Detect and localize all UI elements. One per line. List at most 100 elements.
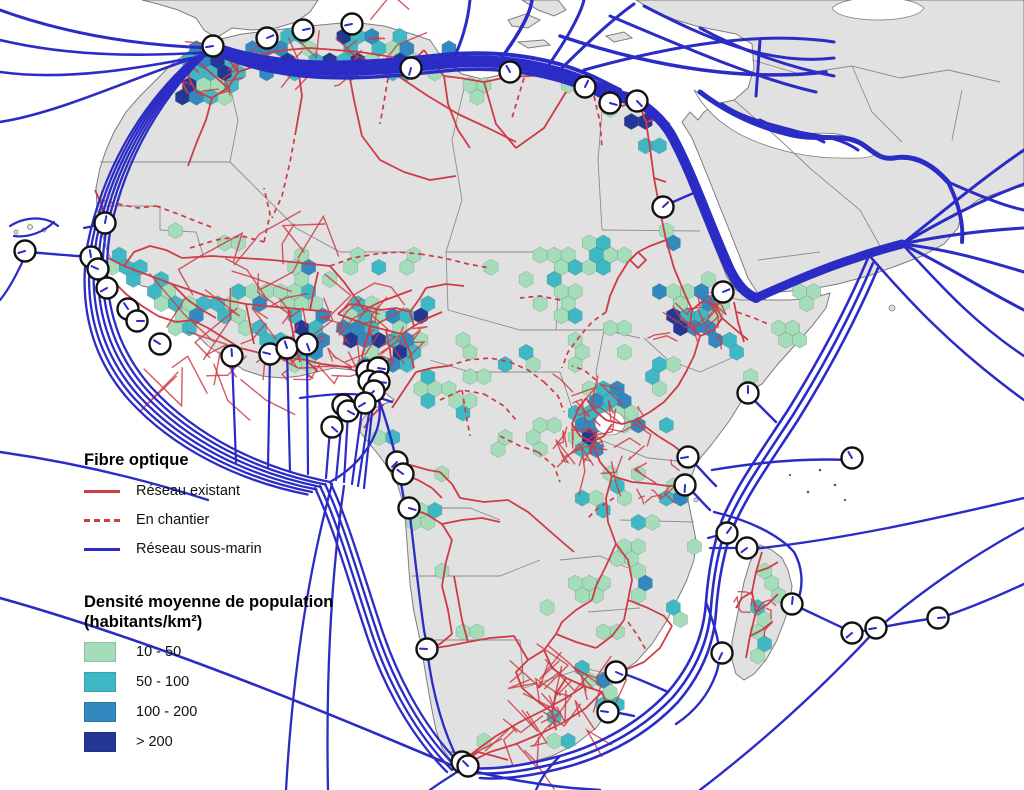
- fiber-existing-mesh: [502, 728, 516, 767]
- fiber-existing: [409, 287, 427, 313]
- islet-speck: [833, 483, 837, 487]
- fiber-existing-mesh: [592, 375, 599, 411]
- island: [27, 224, 33, 230]
- fiber-existing-mesh: [373, 282, 406, 306]
- landing-cable-stub-icon: [584, 79, 590, 88]
- fiber-existing-mesh: [525, 710, 548, 747]
- fiber-existing-mesh: [534, 677, 562, 705]
- fiber-existing-mesh: [638, 495, 645, 500]
- fiber-existing-mesh: [396, 326, 405, 346]
- fiber-existing-mesh: [202, 287, 231, 361]
- fiber-existing: [363, 289, 413, 311]
- fiber-existing: [329, 265, 365, 311]
- density-hex: [567, 307, 583, 325]
- fiber-existing-mesh: [594, 408, 617, 436]
- solid-line-swatch: [84, 489, 120, 493]
- landing-cable-stub-icon: [344, 23, 353, 27]
- fiber-existing-mesh: [570, 428, 592, 433]
- fiber-under-construction: [379, 77, 389, 125]
- fiber-existing-mesh: [268, 292, 309, 308]
- fiber-existing: [735, 591, 753, 609]
- fiber-existing: [123, 245, 183, 267]
- fiber-existing-mesh: [523, 749, 556, 790]
- fiber-existing-mesh: [171, 355, 208, 395]
- submarine-cable: [266, 353, 272, 470]
- fiber-existing-mesh: [289, 307, 308, 327]
- fiber-existing-mesh: [553, 665, 572, 700]
- landing-cable-stub-icon: [391, 461, 398, 468]
- submarine-cable: [473, 261, 875, 775]
- density-hex: [792, 331, 808, 349]
- fiber-existing-mesh: [225, 77, 244, 96]
- submarine-cable: [478, 266, 880, 780]
- fiber-existing-mesh: [663, 484, 676, 504]
- density-swatch: [84, 672, 116, 692]
- fiber-existing-mesh: [281, 223, 326, 253]
- submarine-line-swatch: [84, 547, 120, 551]
- fiber-existing-mesh: [338, 308, 371, 337]
- density-hex: [799, 295, 815, 313]
- submarine-cable: [323, 482, 459, 770]
- fiber-existing: [415, 365, 449, 373]
- submarine-cable: [468, 256, 870, 770]
- fiber-existing-mesh: [634, 467, 645, 477]
- country-border: [597, 87, 605, 231]
- submarine-cable: [318, 484, 454, 772]
- fiber-under-construction: [461, 389, 471, 437]
- fiber-existing-mesh: [177, 253, 205, 296]
- legend-density-item: > 200: [84, 732, 384, 752]
- landing-cable-stub-icon: [845, 632, 853, 639]
- fiber-under-construction: [189, 235, 265, 249]
- density-hex: [616, 343, 632, 361]
- fiber-existing-mesh: [552, 373, 574, 393]
- dashed-line-swatch: [84, 518, 120, 522]
- fiber-existing: [441, 517, 501, 525]
- fiber-existing-mesh: [544, 658, 589, 692]
- fiber-existing-mesh: [685, 296, 702, 310]
- landing-cable-stub-icon: [609, 102, 618, 106]
- fiber-existing-mesh: [737, 590, 754, 596]
- submarine-cable: [328, 480, 464, 768]
- fiber-existing-mesh: [647, 332, 671, 339]
- submarine-cable: [750, 496, 1024, 551]
- fiber-existing-mesh: [547, 644, 595, 690]
- country-border: [733, 99, 813, 171]
- fiber-under-construction: [736, 311, 769, 325]
- fiber-existing: [543, 525, 575, 553]
- country-border: [951, 89, 963, 141]
- submarine-cable: [214, 52, 620, 104]
- country-border: [587, 607, 641, 613]
- fiber-existing-mesh: [360, 306, 379, 324]
- fiber-under-construction: [511, 77, 525, 119]
- fiber-existing: [441, 539, 453, 635]
- fiber-existing-mesh: [542, 703, 582, 727]
- legend-density-item: 100 - 200: [84, 702, 384, 722]
- fiber-existing: [585, 385, 679, 425]
- legend-density-item: 10 - 50: [84, 642, 384, 662]
- fiber-existing-mesh: [522, 692, 557, 711]
- fiber-existing: [507, 499, 545, 527]
- fiber-existing-mesh: [319, 315, 340, 324]
- fiber-under-construction: [627, 621, 647, 651]
- submarine-cable: [900, 242, 1024, 312]
- fiber-under-construction: [509, 361, 545, 383]
- density-hex: [750, 647, 765, 665]
- landing-cable-stub-icon: [600, 710, 609, 713]
- fiber-existing-mesh: [548, 691, 573, 728]
- submarine-cable: [674, 600, 721, 726]
- landing-cable-stub-icon: [347, 410, 356, 416]
- submarine-cable: [342, 411, 350, 484]
- submarine-cable: [8, 217, 60, 228]
- fiber-existing: [379, 159, 457, 181]
- fiber-existing-mesh: [377, 307, 405, 324]
- fiber-existing-mesh: [613, 437, 641, 449]
- landing-cable-stub-icon: [722, 288, 731, 293]
- country-border: [445, 251, 449, 311]
- fiber-existing-mesh: [571, 424, 574, 449]
- submarine-cable: [0, 450, 210, 502]
- fiber-existing-mesh: [670, 459, 681, 472]
- fiber-existing-mesh: [327, 347, 338, 362]
- submarine-cable: [558, 34, 828, 77]
- fiber-existing-mesh: [370, 296, 390, 331]
